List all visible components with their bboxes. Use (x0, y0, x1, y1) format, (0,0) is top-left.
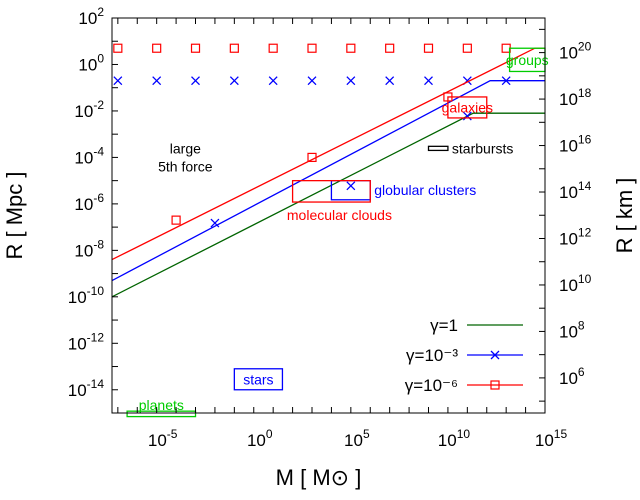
x-axis-label: M [ M⊙ ] (276, 465, 362, 490)
x-tick-label-0: 10-5 (148, 427, 178, 450)
region-label-5: stars (243, 371, 273, 387)
y-right-tick-label-3: 1014 (559, 179, 592, 202)
series-2-marker-6 (229, 43, 239, 53)
series-1-marker-1 (346, 181, 356, 191)
series-1-marker-9 (346, 76, 356, 86)
region-box-1 (447, 96, 488, 119)
y-right-tick-label-7: 106 (559, 365, 585, 388)
series-2-marker-12 (462, 43, 472, 53)
series-1-marker-0 (210, 218, 220, 228)
y-left-tick-label-6: 10-10 (68, 284, 105, 307)
annotation-1: 5th force (158, 158, 213, 174)
region-box-6 (126, 410, 197, 418)
y-right-tick-label-2: 1016 (559, 133, 592, 156)
y-axis-label-right: R [ km ] (612, 178, 637, 254)
series-2-marker-8 (307, 43, 317, 53)
series-1-marker-7 (268, 76, 278, 86)
series-1-marker-13 (501, 76, 511, 86)
ticks-layer: 10-5 100 105 1010 1015 102 100 10-2 10-4 10-6 10-8… (68, 5, 592, 450)
y-axis-label-left: R [ Mpc ] (2, 171, 27, 259)
legend-label-2: γ=10⁻⁶ (405, 376, 458, 395)
regions-layer: groups galaxies starbursts globular cluster… (126, 47, 549, 418)
y-right-tick-label-1: 1018 (559, 86, 592, 109)
y-left-tick-label-1: 100 (78, 51, 104, 74)
series-1-marker-4 (152, 76, 162, 86)
region-box-5 (233, 368, 284, 391)
series-2-marker-11 (423, 43, 434, 53)
y-left-tick-label-0: 102 (78, 5, 104, 28)
series-2-marker-4 (152, 43, 162, 53)
region-label-3: globular clusters (374, 182, 476, 198)
legend-marker-1 (490, 350, 500, 360)
series-2-marker-9 (346, 43, 356, 53)
series-1-marker-3 (113, 76, 123, 86)
y-left-tick-label-8: 10-14 (68, 377, 105, 400)
series-1-marker-10 (385, 76, 395, 86)
series-2-marker-0 (171, 215, 181, 225)
y-right-tick-label-5: 1010 (559, 272, 592, 295)
series-2-marker-1 (307, 152, 317, 163)
y-left-tick-label-5: 10-8 (74, 237, 104, 260)
region-box-2 (427, 145, 449, 152)
y-right-tick-label-0: 1020 (559, 40, 592, 63)
annotation-0: large (170, 140, 201, 156)
x-tick-label-3: 1010 (438, 427, 471, 450)
series-1-marker-5 (191, 76, 200, 86)
series-1-marker-2 (462, 111, 472, 121)
series-line-0 (112, 112, 545, 298)
region-label-1: galaxies (442, 99, 493, 115)
legend-label-0: γ=1 (430, 316, 458, 335)
region-box-4 (291, 179, 371, 203)
y-right-tick-label-4: 1012 (559, 225, 592, 248)
y-left-tick-label-4: 10-6 (74, 191, 104, 214)
y-left-tick-label-3: 10-4 (74, 144, 104, 167)
series-1-marker-11 (424, 76, 433, 86)
region-box-3 (330, 179, 371, 201)
series-line-1 (112, 80, 545, 282)
series-1-marker-8 (307, 76, 317, 86)
legend-label-1: γ=10⁻³ (406, 346, 458, 365)
series-2-marker-3 (113, 43, 123, 53)
legend: γ=1 γ=10⁻³ γ=10⁻⁶ (405, 316, 523, 395)
y-left-tick-label-2: 10-2 (74, 98, 104, 121)
x-tick-label-4: 1015 (535, 427, 568, 450)
region-label-2: starbursts (452, 140, 513, 156)
legend-marker-2 (490, 380, 500, 390)
region-label-6: planets (139, 397, 184, 413)
series-1-marker-6 (229, 76, 239, 86)
plot-frame (111, 17, 546, 414)
x-tick-label-2: 105 (344, 427, 370, 450)
y-left-tick-label-7: 10-12 (68, 330, 105, 353)
series-2-marker-7 (268, 43, 278, 53)
series-2-marker-5 (190, 43, 201, 53)
x-tick-label-1: 100 (247, 427, 273, 450)
region-label-4: molecular clouds (287, 207, 392, 223)
region-label-0: groups (506, 52, 549, 68)
y-right-tick-label-6: 108 (559, 318, 585, 341)
series-2-marker-10 (385, 43, 395, 53)
